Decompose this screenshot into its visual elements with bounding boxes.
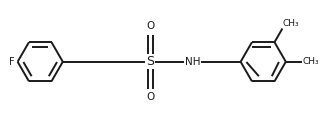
Text: CH₃: CH₃ bbox=[283, 19, 300, 28]
Text: CH₃: CH₃ bbox=[303, 57, 319, 66]
Text: O: O bbox=[146, 21, 154, 31]
Text: O: O bbox=[146, 92, 154, 102]
Text: NH: NH bbox=[185, 57, 201, 67]
Text: F: F bbox=[9, 57, 14, 67]
Text: S: S bbox=[146, 55, 154, 68]
